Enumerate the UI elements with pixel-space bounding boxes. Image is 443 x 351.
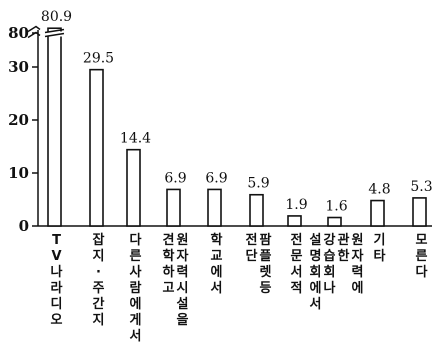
- data-label: 14.4: [120, 131, 151, 147]
- x-tick-label: 원 자 력 에관 한강 습 회 나설 명 회 에 서: [310, 232, 364, 312]
- data-label: 6.9: [205, 170, 227, 186]
- x-tick-label: 팜 플 렛 등전 단: [246, 232, 272, 296]
- bar: [412, 197, 427, 227]
- data-label: 1.6: [325, 199, 347, 215]
- bar: [166, 188, 181, 227]
- bar: [89, 68, 104, 227]
- y-tick-label: 10: [8, 164, 29, 182]
- data-label: 5.9: [247, 176, 269, 192]
- bar: [287, 215, 302, 227]
- bar: [207, 188, 222, 227]
- data-label: 5.3: [410, 179, 432, 195]
- data-label: 1.9: [285, 197, 307, 213]
- data-label: 80.9: [41, 9, 72, 25]
- data-label: 4.8: [368, 182, 390, 198]
- y-tick-label: 20: [8, 111, 29, 129]
- axis-break-mark: [27, 25, 41, 33]
- bar-break-line: [44, 32, 65, 38]
- bar: [126, 148, 141, 227]
- bar: [249, 193, 264, 227]
- bar-break-line: [44, 28, 65, 34]
- x-tick-label: 원 자 력 시 설 을견 학 하 고: [163, 232, 189, 328]
- y-tick-label: 0: [19, 217, 29, 235]
- bar-break-gap: [45, 31, 64, 37]
- axis-break-mark: [27, 31, 41, 39]
- bar: [327, 216, 342, 227]
- x-tick-label-text: 잡 지 · 주 간 지: [93, 233, 105, 328]
- data-label: 6.9: [164, 170, 186, 186]
- data-label: 29.5: [83, 51, 114, 67]
- bar: [370, 199, 385, 227]
- bar: [47, 27, 62, 227]
- x-tick-label: 잡 지 · 주 간 지: [93, 233, 105, 328]
- y-tick-label: 80: [8, 24, 29, 42]
- y-tick-label: 30: [8, 58, 29, 76]
